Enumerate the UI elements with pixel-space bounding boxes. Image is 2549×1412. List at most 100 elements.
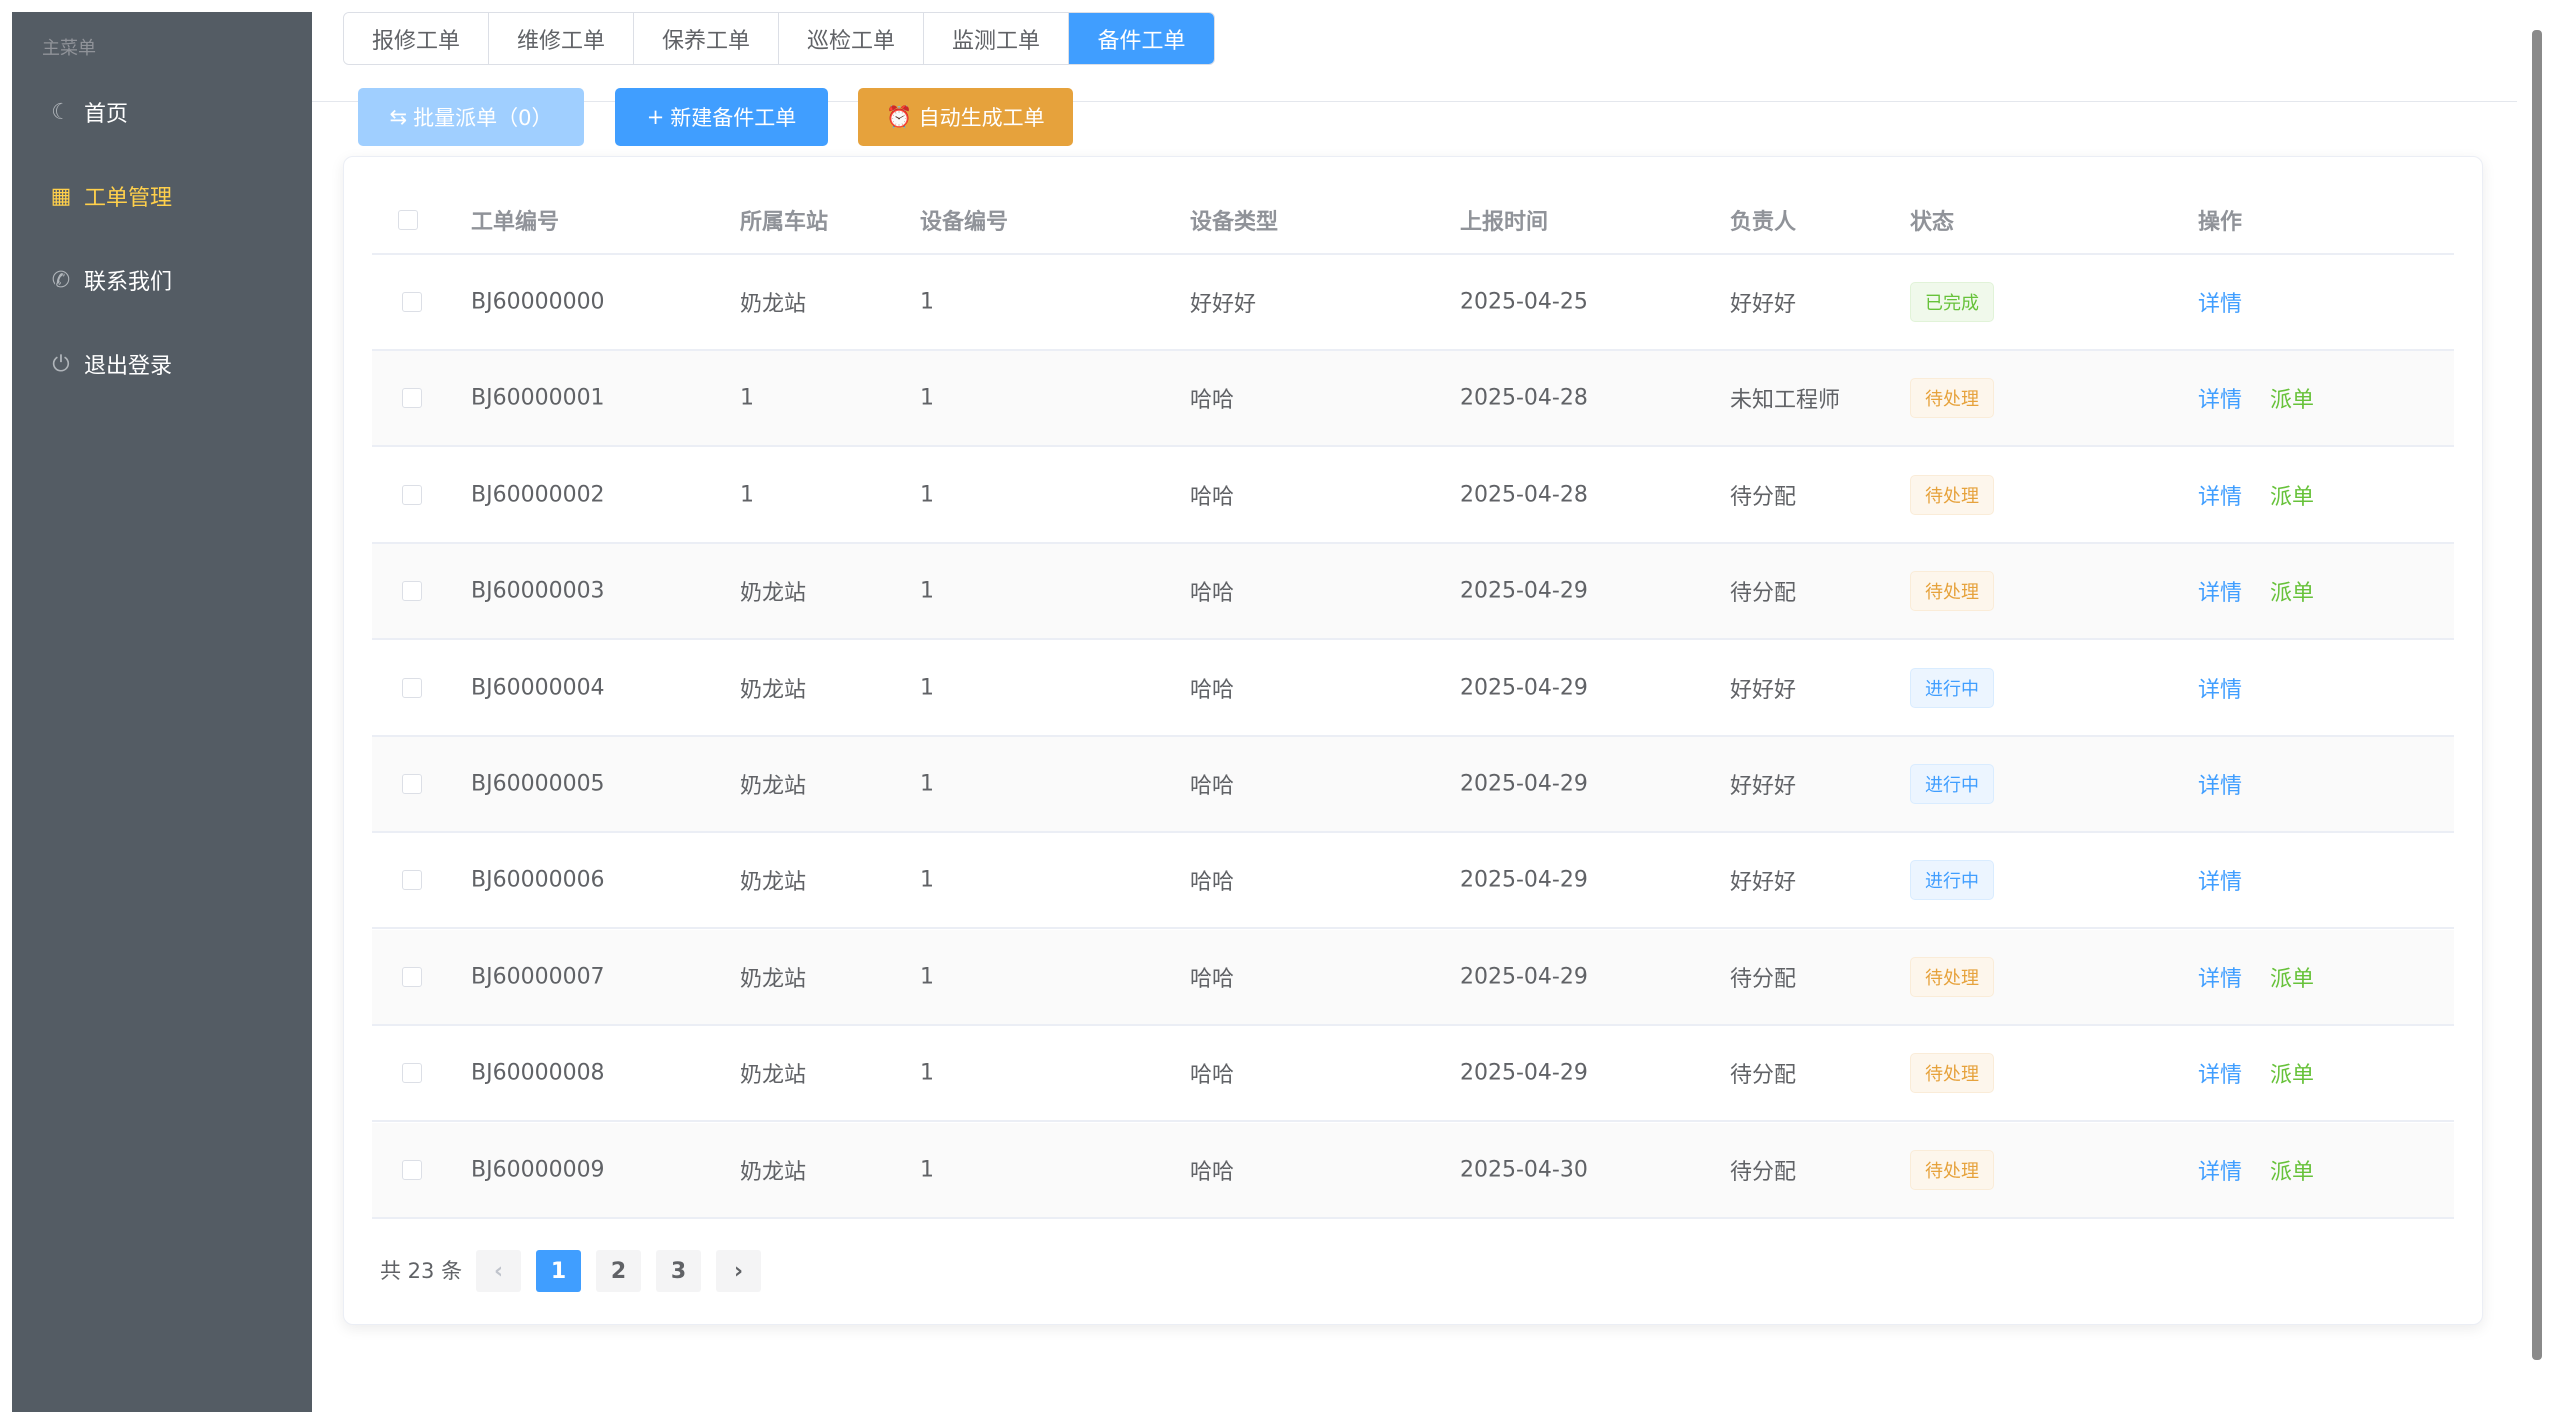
- report-time: 2025-04-29: [1460, 964, 1588, 990]
- batch-dispatch-button[interactable]: ⇆ 批量派单（0）: [358, 88, 584, 146]
- page-3[interactable]: 3: [656, 1250, 701, 1292]
- status-badge: 进行中: [1910, 764, 1994, 804]
- row-checkbox[interactable]: [402, 870, 422, 891]
- row-checkbox[interactable]: [402, 966, 422, 987]
- auto-generate-button[interactable]: ⏰ 自动生成工单: [858, 88, 1073, 146]
- assignee: 待分配: [1730, 1159, 1797, 1185]
- tab-maintenance[interactable]: 维修工单: [489, 13, 634, 64]
- status-badge: 已完成: [1910, 282, 1994, 322]
- detail-link[interactable]: 详情: [2198, 870, 2243, 896]
- table-row: BJ60000005 奶龙站 1 哈哈 2025-04-29 好好好 进行中 详情: [372, 737, 2454, 833]
- detail-link[interactable]: 详情: [2198, 292, 2243, 317]
- detail-link[interactable]: 详情: [2198, 677, 2243, 703]
- station: 奶龙站: [740, 966, 807, 992]
- select-all-checkbox[interactable]: [398, 210, 418, 230]
- row-checkbox[interactable]: [402, 1159, 422, 1180]
- order-no: BJ60000003: [471, 578, 605, 604]
- row-checkbox[interactable]: [402, 581, 422, 602]
- status-badge: 进行中: [1910, 860, 1994, 901]
- tab-inspection[interactable]: 巡检工单: [779, 13, 924, 64]
- row-checkbox[interactable]: [402, 677, 422, 698]
- detail-link[interactable]: 详情: [2198, 581, 2243, 607]
- row-checkbox[interactable]: [402, 388, 422, 409]
- dispatch-link[interactable]: 派单: [2270, 484, 2315, 510]
- alarm-clock-icon: ⏰: [886, 104, 913, 129]
- station: 奶龙站: [740, 292, 807, 317]
- table-row: BJ60000006 奶龙站 1 哈哈 2025-04-29 好好好 进行中 详情: [372, 833, 2454, 930]
- detail-link[interactable]: 详情: [2198, 1159, 2243, 1185]
- device-type: 哈哈: [1190, 966, 1235, 992]
- header-device-type: 设备类型: [1190, 210, 1279, 235]
- report-time: 2025-04-25: [1460, 289, 1588, 315]
- page-1[interactable]: 1: [536, 1250, 581, 1292]
- row-checkbox[interactable]: [402, 1063, 422, 1084]
- order-no: BJ60000005: [471, 771, 605, 797]
- total-count: 共 23 条: [380, 1259, 463, 1283]
- status-badge: 待处理: [1910, 474, 1994, 515]
- status-badge: 待处理: [1910, 571, 1994, 612]
- report-time: 2025-04-29: [1460, 578, 1588, 604]
- table-row: BJ60000000 奶龙站 1 好好好 2025-04-25 好好好 已完成 详情: [372, 255, 2454, 351]
- sidebar-item-home[interactable]: ☾ 首页: [48, 92, 128, 132]
- report-time: 2025-04-29: [1460, 675, 1588, 701]
- detail-link[interactable]: 详情: [2198, 1063, 2243, 1089]
- prev-page-button[interactable]: ‹: [476, 1250, 521, 1292]
- detail-link[interactable]: 详情: [2198, 966, 2243, 992]
- dispatch-link[interactable]: 派单: [2270, 388, 2315, 414]
- tab-repair-report[interactable]: 报修工单: [344, 13, 489, 64]
- scrollbar[interactable]: [2532, 30, 2542, 1360]
- chevron-right-icon: ›: [733, 1258, 744, 1284]
- device-type: 哈哈: [1190, 581, 1235, 607]
- assignee: 待分配: [1730, 484, 1797, 510]
- next-page-button[interactable]: ›: [716, 1250, 761, 1292]
- dispatch-link[interactable]: 派单: [2270, 966, 2315, 992]
- pagination: 共 23 条: [380, 1250, 462, 1292]
- device-no: 1: [920, 675, 934, 701]
- grid-icon: ▦: [50, 183, 72, 209]
- assignee: 待分配: [1730, 1063, 1797, 1089]
- assignee: 好好好: [1730, 292, 1797, 317]
- header-report-time: 上报时间: [1460, 210, 1549, 235]
- row-checkbox[interactable]: [402, 292, 422, 312]
- header-station: 所属车站: [740, 210, 829, 235]
- dispatch-link[interactable]: 派单: [2270, 1159, 2315, 1185]
- sidebar-item-label: 首页: [84, 102, 129, 127]
- header-order-no: 工单编号: [471, 210, 560, 235]
- device-no: 1: [920, 964, 934, 990]
- device-no: 1: [920, 289, 934, 315]
- station: 1: [740, 482, 754, 508]
- moon-icon: ☾: [51, 99, 71, 125]
- sidebar: 主菜单 ☾ 首页 ▦ 工单管理 ✆ 联系我们 ⏻ 退出登录: [12, 12, 312, 1412]
- header-assignee: 负责人: [1730, 210, 1797, 235]
- tab-spare-parts[interactable]: 备件工单: [1069, 13, 1214, 64]
- order-no: BJ60000004: [471, 675, 605, 701]
- report-time: 2025-04-29: [1460, 1060, 1588, 1086]
- tab-upkeep[interactable]: 保养工单: [634, 13, 779, 64]
- detail-link[interactable]: 详情: [2198, 484, 2243, 510]
- device-type: 哈哈: [1190, 1063, 1235, 1089]
- device-type: 哈哈: [1190, 484, 1235, 510]
- header-status: 状态: [1910, 210, 1955, 235]
- table-row: BJ60000003 奶龙站 1 哈哈 2025-04-29 待分配 待处理 详情 派单: [372, 544, 2454, 641]
- button-label: 自动生成工单: [918, 106, 1045, 130]
- row-checkbox[interactable]: [402, 484, 422, 505]
- tab-monitoring[interactable]: 监测工单: [924, 13, 1069, 64]
- detail-link[interactable]: 详情: [2198, 388, 2243, 414]
- chevron-left-icon: ‹: [493, 1258, 504, 1284]
- page-2[interactable]: 2: [596, 1250, 641, 1292]
- sidebar-item-label: 联系我们: [84, 270, 173, 295]
- button-label: 新建备件工单: [670, 106, 797, 130]
- device-type: 哈哈: [1190, 774, 1235, 799]
- new-order-button[interactable]: + 新建备件工单: [615, 88, 828, 146]
- dispatch-link[interactable]: 派单: [2270, 1063, 2315, 1089]
- device-no: 1: [920, 482, 934, 508]
- station: 奶龙站: [740, 870, 807, 896]
- sidebar-item-logout[interactable]: ⏻ 退出登录: [48, 344, 172, 384]
- sidebar-item-orders[interactable]: ▦ 工单管理: [48, 176, 172, 216]
- sidebar-item-contact[interactable]: ✆ 联系我们: [48, 260, 172, 300]
- detail-link[interactable]: 详情: [2198, 774, 2243, 799]
- row-checkbox[interactable]: [402, 774, 422, 794]
- dispatch-link[interactable]: 派单: [2270, 581, 2315, 607]
- phone-icon: ✆: [51, 267, 71, 293]
- report-time: 2025-04-28: [1460, 482, 1588, 508]
